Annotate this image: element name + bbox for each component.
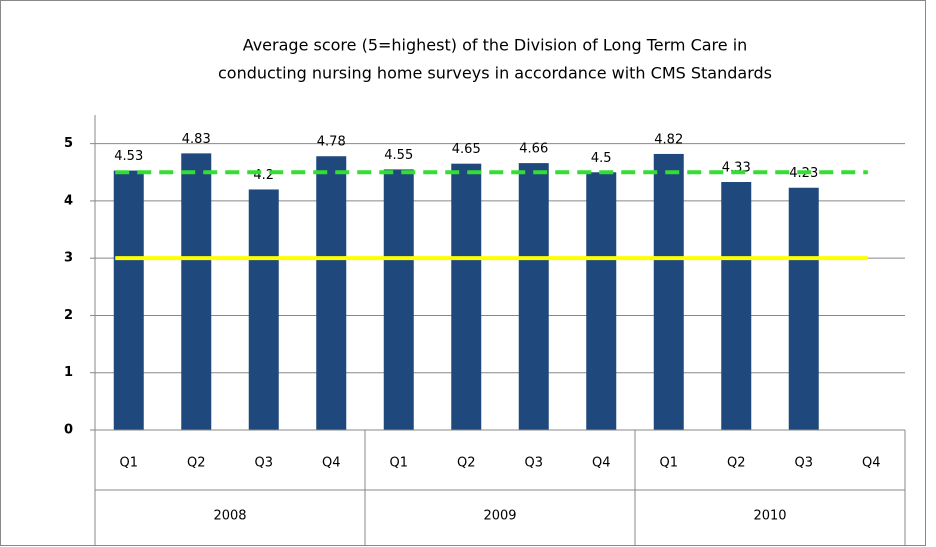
y-tick-label: 3 xyxy=(64,251,73,266)
group-label: 2009 xyxy=(483,509,516,524)
group-label: 2010 xyxy=(753,509,786,524)
x-tick-label: Q2 xyxy=(187,456,206,471)
data-label: 4.53 xyxy=(114,149,143,164)
x-tick-label: Q1 xyxy=(659,456,678,471)
y-tick-label: 2 xyxy=(64,308,73,323)
y-tick-label: 5 xyxy=(64,136,73,151)
bar xyxy=(181,153,212,430)
bar xyxy=(518,163,549,431)
data-label: 4.5 xyxy=(591,151,612,166)
x-tick-label: Q3 xyxy=(524,456,543,471)
x-tick-label: Q4 xyxy=(862,456,881,471)
group-label: 2008 xyxy=(213,509,246,524)
chart-title: conducting nursing home surveys in accor… xyxy=(218,64,772,83)
bar xyxy=(248,189,279,430)
x-tick-label: Q1 xyxy=(119,456,138,471)
data-label: 4.83 xyxy=(182,132,211,147)
x-tick-label: Q4 xyxy=(592,456,611,471)
data-label: 4.2 xyxy=(253,168,274,183)
x-tick-label: Q2 xyxy=(457,456,476,471)
bar xyxy=(653,153,684,431)
bar xyxy=(383,169,414,430)
y-tick-label: 4 xyxy=(64,193,73,208)
bar xyxy=(788,187,819,430)
data-label: 4.82 xyxy=(654,132,683,147)
x-tick-label: Q2 xyxy=(727,456,746,471)
x-tick-label: Q3 xyxy=(794,456,813,471)
y-tick-label: 1 xyxy=(64,365,73,380)
bar xyxy=(451,163,482,430)
x-tick-label: Q1 xyxy=(389,456,408,471)
data-label: 4.66 xyxy=(519,142,548,157)
y-tick-label: 0 xyxy=(64,423,73,438)
bar xyxy=(586,172,617,431)
data-label: 4.65 xyxy=(452,142,481,157)
bar xyxy=(113,170,144,430)
bar xyxy=(316,156,347,430)
data-label: 4.55 xyxy=(384,148,413,163)
x-tick-label: Q4 xyxy=(322,456,341,471)
chart-title: Average score (5=highest) of the Divisio… xyxy=(243,36,748,55)
data-label: 4.78 xyxy=(317,135,346,150)
x-tick-label: Q3 xyxy=(254,456,273,471)
bar xyxy=(721,182,752,430)
